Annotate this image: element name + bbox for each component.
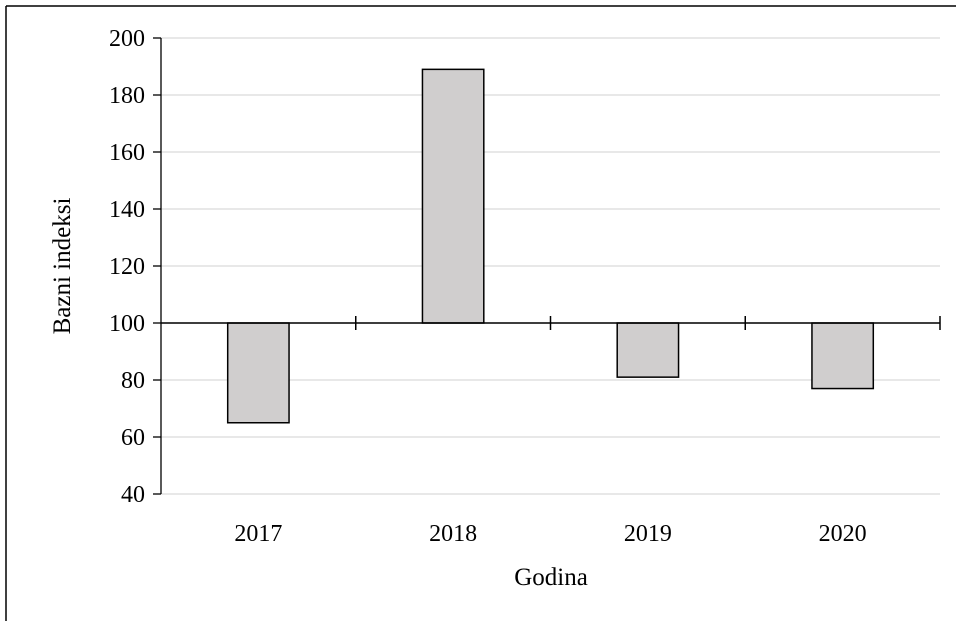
x-tick-label: 2018 [429,521,477,547]
y-tick-label: 40 [121,482,145,508]
gridlines [161,37,940,495]
y-tick-label: 60 [121,425,145,451]
y-axis: 40 60 80 100 120 140 160 180 200 [109,26,162,508]
x-tick-label: 2019 [624,521,672,547]
bars [226,68,875,424]
y-tick-label: 180 [109,83,145,109]
y-axis-title: Bazni indeksi [49,198,76,335]
x-tick-label: 2020 [819,521,867,547]
x-axis-title: Godina [514,564,588,591]
bar-2018 [421,68,485,324]
y-tick-label: 160 [109,140,145,166]
y-tick-label: 100 [109,311,145,337]
y-tick-label: 200 [109,26,145,52]
bar-2019 [616,322,680,378]
bar-2017 [226,322,290,424]
y-tick-label: 80 [121,368,145,394]
y-tick-label: 120 [109,254,145,280]
x-axis: 2017 2018 2019 2020 [161,316,941,547]
x-tick-label: 2017 [234,521,282,547]
y-tick-label: 140 [109,197,145,223]
bar-2020 [811,322,875,390]
